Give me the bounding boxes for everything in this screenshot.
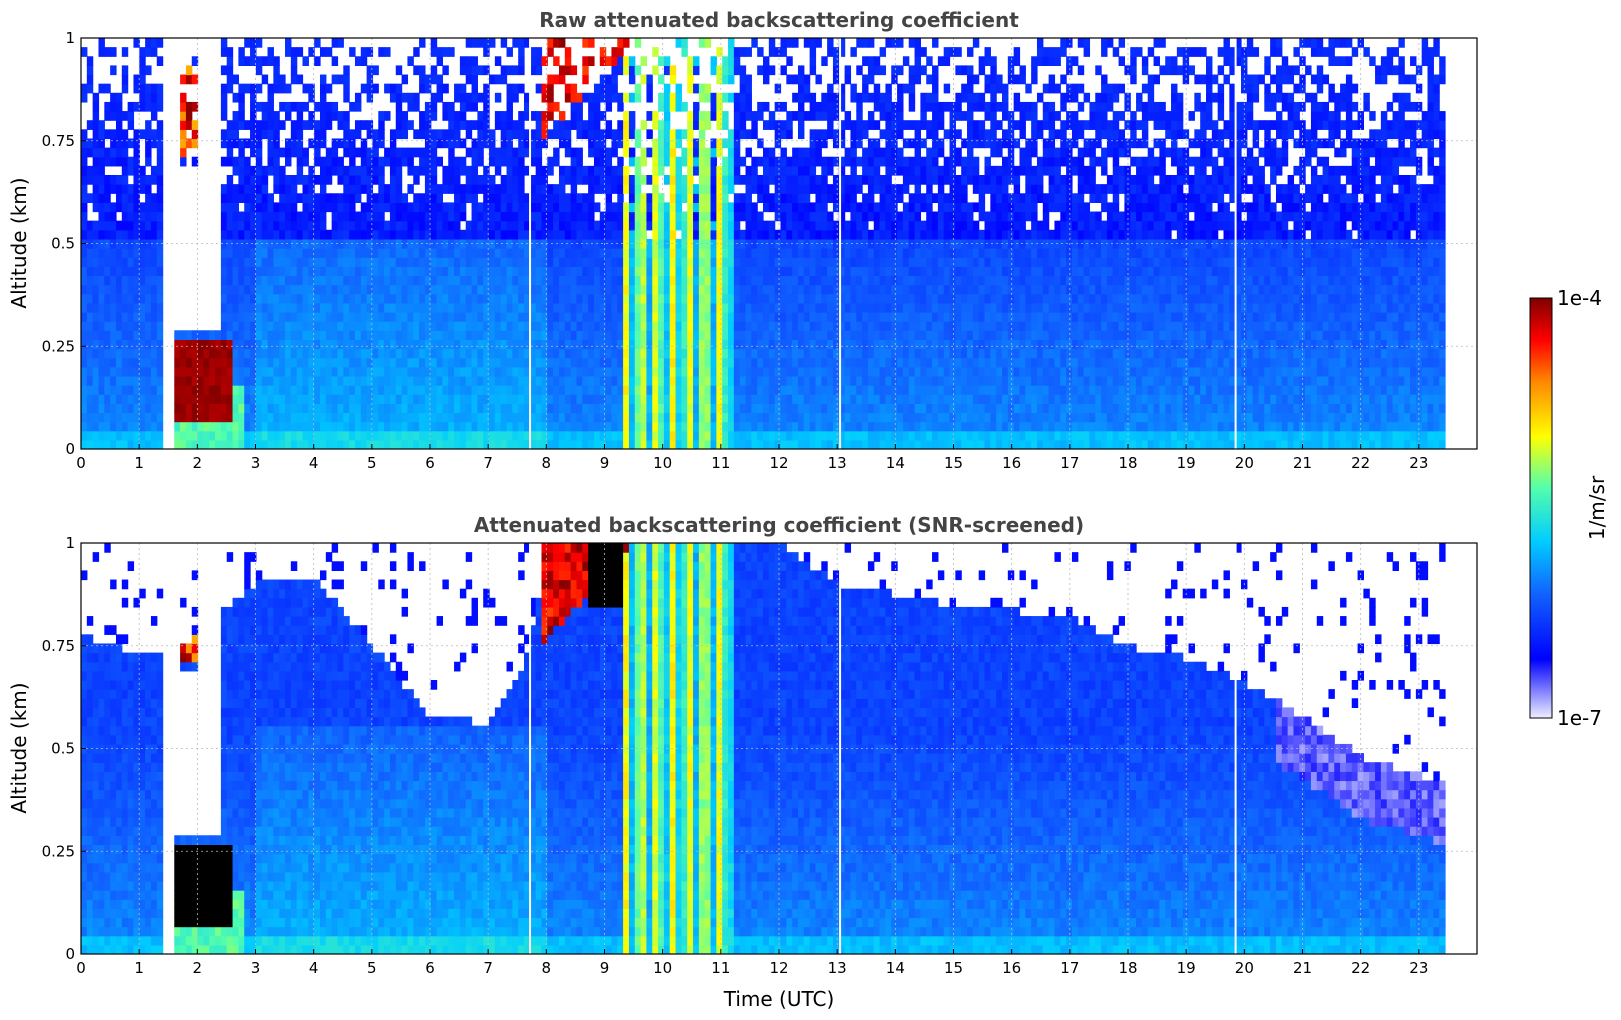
y-tick-label: 0.5 bbox=[51, 235, 75, 253]
colorbar: 1e-4 1e-7 1/m/sr bbox=[1529, 286, 1609, 730]
x-tick-label: 21 bbox=[1293, 959, 1312, 977]
x-tick-label: 13 bbox=[828, 454, 847, 472]
y-tick-label: 0 bbox=[65, 945, 75, 963]
x-tick-label: 16 bbox=[1002, 959, 1021, 977]
x-tick-label: 1 bbox=[134, 959, 144, 977]
x-tick-label: 20 bbox=[1235, 959, 1254, 977]
panel-title: Attenuated backscattering coefficient (S… bbox=[474, 513, 1084, 537]
x-tick-label: 5 bbox=[367, 959, 377, 977]
colorbar-unit-label: 1/m/sr bbox=[1585, 475, 1609, 540]
y-axis-label: Altitude (km) bbox=[7, 177, 31, 308]
y-tick-label: 1 bbox=[65, 534, 75, 552]
x-tick-label: 5 bbox=[367, 454, 377, 472]
x-tick-label: 23 bbox=[1409, 959, 1428, 977]
colorbar-min-label: 1e-7 bbox=[1557, 706, 1602, 730]
x-tick-label: 2 bbox=[193, 959, 203, 977]
y-tick-label: 1 bbox=[65, 29, 75, 47]
x-tick-label: 3 bbox=[251, 959, 261, 977]
x-tick-label: 15 bbox=[944, 454, 963, 472]
x-tick-label: 10 bbox=[653, 959, 672, 977]
y-tick-label: 0.75 bbox=[42, 132, 75, 150]
heatmap-image bbox=[81, 38, 1446, 449]
y-tick-label: 0 bbox=[65, 440, 75, 458]
grid bbox=[81, 543, 1477, 954]
x-tick-label: 12 bbox=[769, 454, 788, 472]
x-tick-label: 8 bbox=[542, 959, 552, 977]
x-tick-label: 9 bbox=[600, 454, 610, 472]
x-tick-label: 23 bbox=[1409, 454, 1428, 472]
x-tick-label: 2 bbox=[193, 454, 203, 472]
x-tick-label: 17 bbox=[1060, 454, 1079, 472]
x-tick-label: 4 bbox=[309, 454, 319, 472]
x-tick-label: 13 bbox=[828, 959, 847, 977]
x-tick-label: 19 bbox=[1177, 959, 1196, 977]
x-tick-label: 15 bbox=[944, 959, 963, 977]
x-tick-label: 19 bbox=[1177, 454, 1196, 472]
x-tick-label: 14 bbox=[886, 959, 905, 977]
x-tick-label: 3 bbox=[251, 454, 261, 472]
x-tick-label: 8 bbox=[542, 454, 552, 472]
x-tick-label: 14 bbox=[886, 454, 905, 472]
x-tick-label: 18 bbox=[1118, 454, 1137, 472]
colorbar-max-label: 1e-4 bbox=[1557, 286, 1602, 310]
x-tick-label: 6 bbox=[425, 959, 435, 977]
x-tick-label: 0 bbox=[76, 454, 86, 472]
y-tick-label: 0.5 bbox=[51, 740, 75, 758]
x-tick-label: 7 bbox=[483, 959, 493, 977]
y-tick-label: 0.75 bbox=[42, 637, 75, 655]
axis-ticks: 0 1 2 3 4 5 6 7 8 9 10 11 12 13 14 15 16 17 18 19 20 21 22 2300… bbox=[42, 534, 1429, 977]
x-tick-label: 4 bbox=[309, 959, 319, 977]
x-tick-label: 12 bbox=[769, 959, 788, 977]
x-tick-label: 10 bbox=[653, 454, 672, 472]
x-tick-label: 20 bbox=[1235, 454, 1254, 472]
x-tick-label: 7 bbox=[483, 454, 493, 472]
x-tick-label: 11 bbox=[711, 959, 730, 977]
x-tick-label: 22 bbox=[1351, 454, 1370, 472]
y-tick-label: 0.25 bbox=[42, 842, 75, 860]
x-tick-label: 17 bbox=[1060, 959, 1079, 977]
heatmap-image bbox=[81, 543, 1446, 954]
y-axis-label: Altitude (km) bbox=[7, 682, 31, 813]
x-tick-label: 18 bbox=[1118, 959, 1137, 977]
x-tick-label: 21 bbox=[1293, 454, 1312, 472]
axis-ticks: 0 1 2 3 4 5 6 7 8 9 10 11 12 13 14 15 16 17 18 19 20 21 22 2300… bbox=[42, 29, 1429, 472]
x-tick-label: 9 bbox=[600, 959, 610, 977]
x-tick-label: 6 bbox=[425, 454, 435, 472]
panel-screened: Attenuated backscattering coefficient (S… bbox=[7, 513, 1478, 1011]
grid bbox=[81, 38, 1477, 449]
panel-raw: Raw attenuated backscattering coefficien… bbox=[7, 8, 1478, 472]
colorbar-gradient bbox=[1529, 297, 1553, 719]
x-tick-label: 0 bbox=[76, 959, 86, 977]
x-tick-label: 1 bbox=[134, 454, 144, 472]
x-tick-label: 11 bbox=[711, 454, 730, 472]
panel-title: Raw attenuated backscattering coefficien… bbox=[539, 8, 1019, 32]
x-tick-label: 16 bbox=[1002, 454, 1021, 472]
x-axis-label: Time (UTC) bbox=[723, 987, 835, 1011]
x-tick-label: 22 bbox=[1351, 959, 1370, 977]
y-tick-label: 0.25 bbox=[42, 337, 75, 355]
